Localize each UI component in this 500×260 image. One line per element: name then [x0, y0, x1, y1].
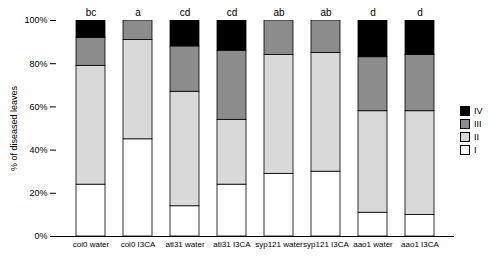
- html-text:III: III: [474, 118, 482, 129]
- svg-text:d: d: [417, 7, 423, 18]
- svg-text:aao1 water: aao1 water: [353, 240, 393, 249]
- svg-text:% of diseased leaves: % of diseased leaves: [9, 85, 19, 171]
- svg-text:aao1 I3CA: aao1 I3CA: [401, 240, 439, 249]
- svg-text:100%: 100%: [24, 15, 47, 25]
- svg-text:atl31 water: atl31 water: [165, 240, 204, 249]
- svg-text:0%: 0%: [34, 231, 47, 241]
- svg-text:col0 I3CA: col0 I3CA: [121, 240, 156, 249]
- svg-text:80%: 80%: [29, 59, 47, 69]
- svg-text:atl31 I3CA: atl31 I3CA: [213, 240, 251, 249]
- html-text:IV: IV: [474, 105, 483, 116]
- svg-text:ab: ab: [273, 7, 285, 18]
- svg-text:syp121 I3CA: syp121 I3CA: [303, 240, 349, 249]
- svg-text:bc: bc: [86, 7, 97, 18]
- svg-text:col0 water: col0 water: [73, 240, 110, 249]
- svg-text:40%: 40%: [29, 145, 47, 155]
- svg-text:a: a: [135, 7, 141, 18]
- svg-text:cd: cd: [227, 7, 238, 18]
- svg-text:d: d: [370, 7, 376, 18]
- html-text:II: II: [474, 131, 479, 142]
- svg-text:20%: 20%: [29, 188, 47, 198]
- svg-text:60%: 60%: [29, 102, 47, 112]
- svg-text:ab: ab: [320, 7, 332, 18]
- svg-text:syp121 water: syp121 water: [255, 240, 303, 249]
- html-text:I: I: [474, 144, 477, 155]
- svg-text:cd: cd: [180, 7, 191, 18]
